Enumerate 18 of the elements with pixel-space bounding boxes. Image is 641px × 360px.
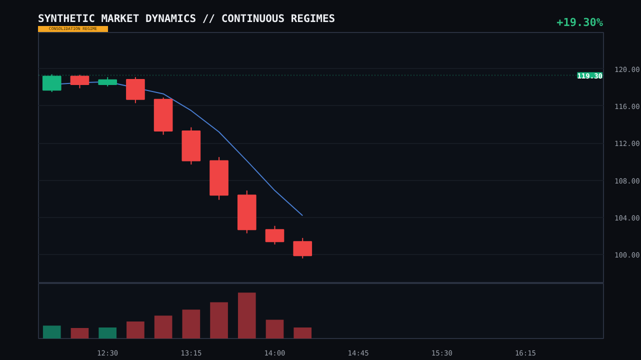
candlestick [98,76,118,87]
candlestick [126,76,145,104]
chart-title: SYNTHETIC MARKET DYNAMICS // CONTINUOUS REGIMES [38,12,336,27]
candlestick [42,74,62,92]
bar [70,328,89,338]
bar [210,302,228,338]
bar [238,292,256,338]
text: +19.30% [556,15,603,31]
bar [42,326,61,338]
candlestick [265,225,284,245]
bar [126,322,144,338]
candlestick [70,74,90,89]
candlestick [293,237,312,259]
bar [182,310,200,338]
bar [294,328,312,338]
bar [154,316,172,338]
bar [266,320,284,338]
bar [98,328,117,338]
